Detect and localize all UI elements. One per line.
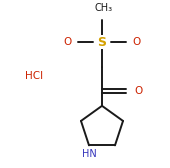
Text: HN: HN [82, 149, 96, 159]
Text: HCl: HCl [25, 71, 43, 81]
Text: O: O [134, 86, 143, 96]
Text: CH₃: CH₃ [95, 3, 113, 13]
Text: S: S [98, 35, 106, 49]
Text: O: O [63, 37, 71, 47]
Text: O: O [133, 37, 141, 47]
